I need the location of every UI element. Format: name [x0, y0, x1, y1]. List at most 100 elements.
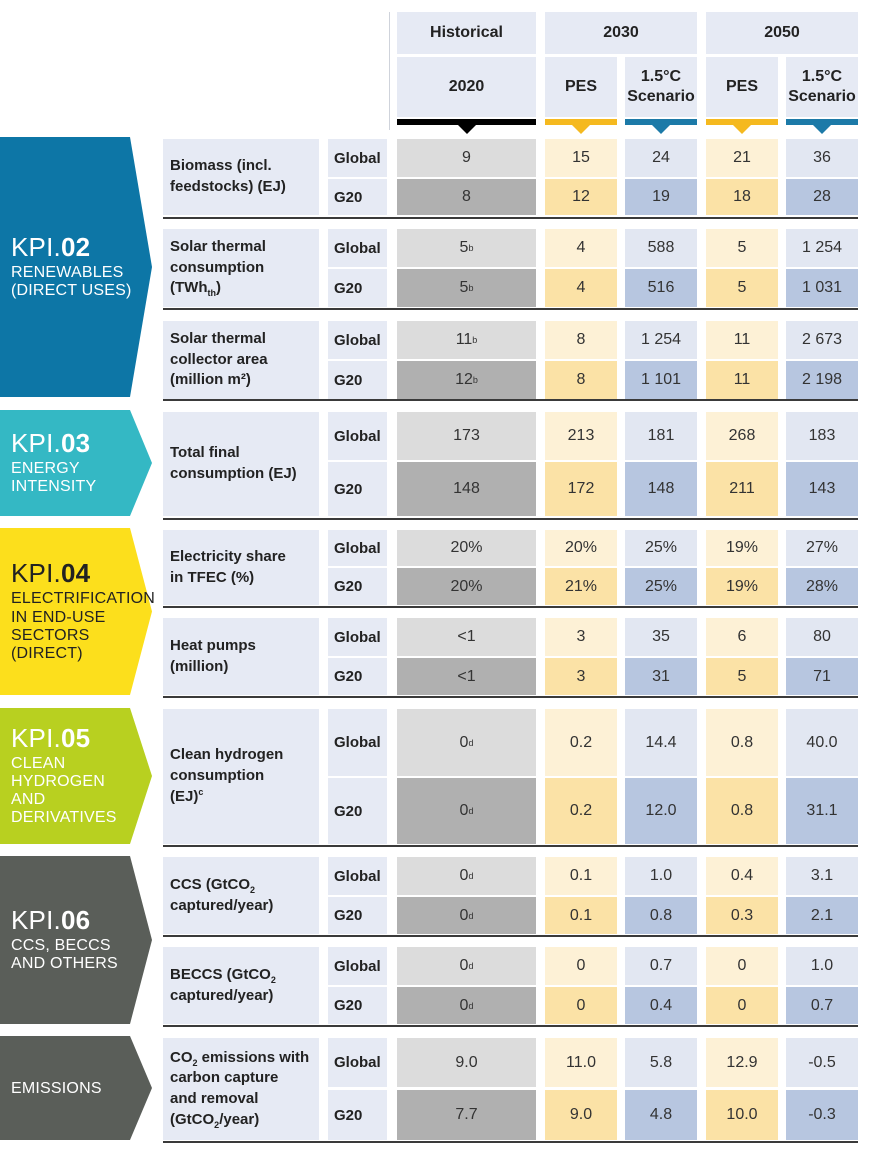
- kpi-code: KPI.05: [11, 724, 132, 752]
- group-separator: [163, 1141, 858, 1143]
- indicator-label-line: Biomass (incl.: [170, 157, 272, 175]
- indicator-label-line: (TWhth): [170, 279, 221, 299]
- indicator-label-line: (million m²): [170, 371, 251, 389]
- kpi-code-number: 03: [60, 427, 91, 458]
- table-cell: 211: [706, 462, 778, 516]
- table-cell: 0.4: [706, 857, 778, 895]
- table-cell: 0.2: [545, 778, 617, 844]
- table-cell: 5: [706, 229, 778, 267]
- table-cell: 14.4: [625, 709, 697, 776]
- table-cell: 588: [625, 229, 697, 267]
- kpi-code-number: 06: [60, 904, 91, 935]
- table-cell: 0.7: [786, 987, 858, 1024]
- indicator-label-line: collector area: [170, 350, 268, 368]
- region-label-global: Global: [328, 1038, 387, 1087]
- table-cell: 0: [706, 947, 778, 985]
- table-cell: 0.4: [625, 987, 697, 1024]
- table-cell: 11: [706, 361, 778, 399]
- table-cell: 12: [545, 179, 617, 215]
- kpi-code-number: 02: [60, 231, 91, 262]
- table-cell: 148: [625, 462, 697, 516]
- table-cell: <1: [397, 658, 536, 695]
- region-label-g20: G20: [328, 778, 387, 844]
- kpi-name: CLEAN HYDROGEN AND DERIVATIVES: [11, 755, 132, 827]
- scenario-line2: Scenario: [627, 88, 695, 105]
- table-cell: 9: [397, 139, 536, 177]
- table-cell: 10.0: [706, 1090, 778, 1140]
- indicator-label-line: consumption: [170, 767, 265, 785]
- kpi-chevron-05: KPI.05 CLEAN HYDROGEN AND DERIVATIVES: [0, 708, 152, 844]
- table-cell: 8: [397, 179, 536, 215]
- region-label-g20: G20: [328, 897, 387, 934]
- indicator-label-text: Biomass (incl. feedstocks) (EJ): [170, 156, 286, 197]
- kpi-chevron-fill: [0, 528, 152, 695]
- kpi-code-prefix: KPI.: [11, 904, 61, 935]
- table-cell: 5: [706, 269, 778, 307]
- table-cell: 2.1: [786, 897, 858, 934]
- table-cell: 0: [706, 987, 778, 1024]
- table-cell: 1 101: [625, 361, 697, 399]
- table-cell: 35: [625, 618, 697, 656]
- table-cell: 11.0: [545, 1038, 617, 1087]
- table-cell: 0.8: [625, 897, 697, 934]
- table-cell: 4.8: [625, 1090, 697, 1140]
- kpi-code-number: 04: [60, 558, 91, 589]
- kpi-chevron-shape: [0, 1036, 152, 1140]
- table-cell: 1.0: [786, 947, 858, 985]
- indicator-label: Electricity share in TFEC (%): [163, 530, 319, 605]
- kpi-name-line: AND OTHERS: [11, 955, 118, 973]
- pes-2030-marker-bar: [545, 119, 617, 125]
- kpi-name-line: IN END-USE: [11, 608, 106, 626]
- indicator-label-line: (EJ)c: [170, 786, 204, 805]
- table-cell: 15: [545, 139, 617, 177]
- kpi-chevron-shape: [0, 410, 152, 516]
- table-cell: 27%: [786, 530, 858, 566]
- scenario-2030-marker-bar: [625, 119, 697, 125]
- table-cell: 2 198: [786, 361, 858, 399]
- kpi-text: KPI.06 CCS, BECCS AND OTHERS: [11, 856, 132, 1024]
- column-header-2050-pes: PES: [706, 57, 778, 117]
- indicator-label-text: Electricity share in TFEC (%): [170, 547, 286, 588]
- indicator-label-text: CCS (GtCO2 captured/year): [170, 875, 273, 916]
- table-cell: 5.8: [625, 1038, 697, 1087]
- table-cell: 1 031: [786, 269, 858, 307]
- column-header-2030-pes: PES: [545, 57, 617, 117]
- table-cell: 24: [625, 139, 697, 177]
- table-cell: 11 b: [397, 321, 536, 359]
- kpi-code: KPI.04: [11, 560, 132, 587]
- table-cell: 20%: [545, 530, 617, 566]
- indicator-label-line: Clean hydrogen: [170, 746, 284, 764]
- kpi-name-line: AND: [11, 791, 46, 809]
- kpi-code: KPI.02: [11, 231, 132, 262]
- table-cell: 9.0: [397, 1038, 536, 1087]
- region-label-global: Global: [328, 412, 387, 460]
- kpi-name-line: (DIRECT USES): [11, 282, 132, 300]
- table-cell: 36: [786, 139, 858, 177]
- kpi-name-line: (DIRECT): [11, 644, 83, 662]
- indicator-label: CO2 emissions with carbon capture and remo…: [163, 1038, 319, 1140]
- table-cell: -0.5: [786, 1038, 858, 1087]
- table-cell: 12.0: [625, 778, 697, 844]
- table-cell: 7.7: [397, 1090, 536, 1140]
- table-cell: 40.0: [786, 709, 858, 776]
- region-label-global: Global: [328, 321, 387, 359]
- region-label-global: Global: [328, 618, 387, 656]
- indicator-label: Heat pumps (million): [163, 618, 319, 695]
- kpi-name-line: EMISSIONS: [11, 1080, 102, 1098]
- indicator-label-line: Solar thermal: [170, 237, 266, 255]
- table-cell: 80: [786, 618, 858, 656]
- kpi-chevron-emissions: EMISSIONS: [0, 1036, 152, 1140]
- region-label-g20: G20: [328, 179, 387, 215]
- table-cell: 173: [397, 412, 536, 460]
- table-cell: 19%: [706, 530, 778, 566]
- kpi-chevron-shape: [0, 137, 152, 397]
- region-label-g20: G20: [328, 987, 387, 1024]
- table-cell: 19%: [706, 568, 778, 605]
- region-label-g20: G20: [328, 361, 387, 399]
- kpi-name-line: HYDROGEN: [11, 773, 106, 791]
- indicator-label-line: and removal: [170, 1090, 259, 1107]
- table-cell: 183: [786, 412, 858, 460]
